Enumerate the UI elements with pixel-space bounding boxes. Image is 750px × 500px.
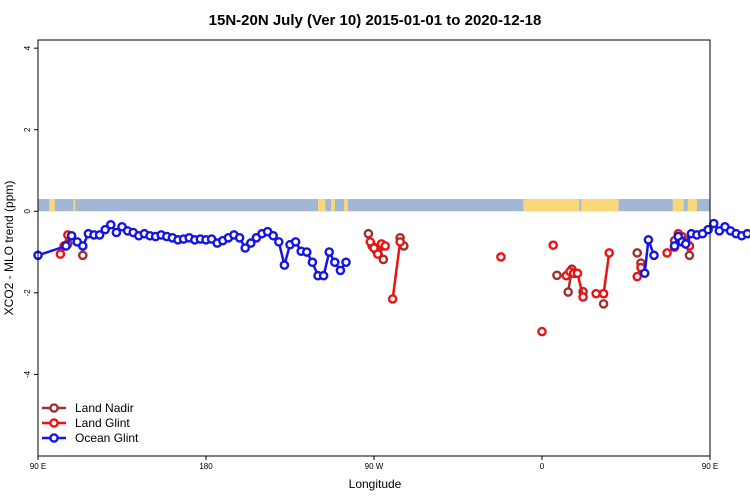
x-tick-label: 0: [540, 462, 545, 471]
data-point: [598, 288, 609, 299]
data-point: [632, 271, 643, 282]
data-point: [380, 241, 391, 251]
data-point: [680, 239, 691, 249]
data-point: [279, 260, 290, 270]
data-point: [643, 235, 654, 245]
y-tick-label: -2: [23, 289, 32, 297]
x-tick-label: 90 E: [30, 462, 46, 471]
land-patch: [344, 199, 348, 212]
land-patch: [49, 199, 55, 212]
data-point: [240, 243, 250, 253]
data-point: [78, 241, 88, 251]
y-tick-label: 4: [23, 45, 32, 50]
data-point: [234, 233, 245, 243]
y-tick-label: 0: [23, 209, 32, 214]
data-point: [598, 299, 609, 309]
data-point: [273, 237, 284, 247]
chart-title: 15N-20N July (Ver 10) 2015-01-01 to 2020…: [209, 12, 542, 29]
data-point: [632, 248, 643, 258]
data-point: [684, 250, 695, 261]
data-point: [268, 230, 279, 241]
series-layer: [33, 218, 750, 337]
data-point: [662, 248, 672, 258]
land-patch: [687, 199, 697, 212]
data-point: [395, 237, 405, 247]
legend-item: Ocean Glint: [42, 431, 139, 445]
data-point: [318, 270, 329, 281]
data-point: [578, 292, 588, 302]
legend-marker: [49, 433, 59, 443]
land-patch: [672, 199, 684, 212]
x-axis: 90 E 180 90 W 0 90 E: [30, 456, 718, 471]
data-point: [66, 230, 77, 241]
data-point: [742, 228, 750, 239]
legend-marker: [49, 418, 59, 428]
data-point: [290, 237, 301, 247]
y-axis-label: XCO2 - MLO trend (ppm): [2, 181, 16, 316]
y-tick-label: 2: [23, 127, 32, 132]
data-point: [100, 224, 110, 235]
data-point: [387, 294, 398, 304]
data-point: [639, 268, 650, 279]
land-patch: [318, 199, 326, 212]
legend-label: Land Nadir: [75, 401, 134, 415]
data-point: [669, 241, 680, 251]
data-point: [708, 218, 719, 229]
map-strip: [38, 199, 710, 212]
data-point: [78, 250, 88, 261]
data-point: [649, 250, 659, 261]
data-point: [341, 257, 351, 268]
data-point: [496, 252, 506, 262]
data-point: [94, 230, 105, 240]
data-point: [563, 287, 573, 297]
data-point: [537, 326, 547, 337]
data-point: [61, 241, 71, 251]
data-point: [378, 254, 389, 265]
data-point: [301, 247, 312, 257]
series-line: [596, 252, 611, 295]
data-point: [552, 270, 562, 281]
x-tick-label: 180: [199, 462, 213, 471]
data-point: [245, 238, 256, 248]
data-point: [324, 247, 335, 257]
land-patch: [581, 199, 619, 212]
data-point: [106, 219, 116, 230]
x-axis-label: Longitude: [349, 477, 402, 491]
legend-item: Land Nadir: [42, 401, 134, 415]
data-point: [363, 228, 374, 239]
data-point: [372, 249, 383, 259]
x-tick-label: 90 E: [702, 462, 718, 471]
data-point: [572, 268, 583, 279]
land-patch: [73, 199, 76, 212]
series-line: [391, 241, 402, 300]
land-patch: [523, 199, 580, 212]
data-point: [329, 257, 340, 268]
data-point: [591, 288, 601, 299]
y-axis: 4 2 0 -2 -4: [23, 45, 38, 378]
series-land-glint: [55, 228, 695, 337]
data-point: [335, 265, 346, 276]
data-point: [307, 257, 318, 268]
land-patch: [331, 199, 335, 212]
legend-marker: [49, 403, 59, 413]
legend-label: Ocean Glint: [75, 431, 139, 445]
data-point: [548, 240, 559, 250]
legend-item: Land Glint: [42, 416, 130, 430]
data-point: [55, 249, 66, 259]
data-point: [604, 248, 615, 258]
series-ocean-glint: [33, 218, 750, 281]
y-tick-label: -4: [23, 370, 32, 378]
x-tick-label: 90 W: [365, 462, 384, 471]
legend-label: Land Glint: [75, 416, 130, 430]
data-point: [111, 227, 122, 238]
